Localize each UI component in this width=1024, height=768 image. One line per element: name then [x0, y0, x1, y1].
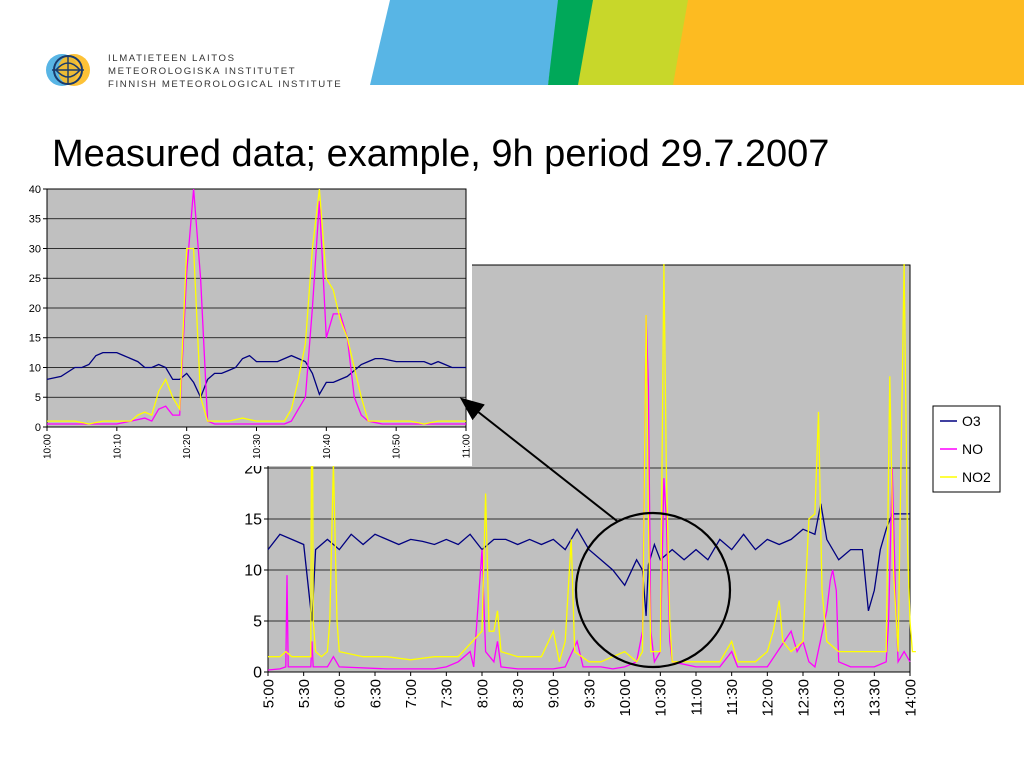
inset-xtick-label: 10:50	[392, 434, 403, 459]
slide-title: Measured data; example, 9h period 29.7.2…	[52, 133, 830, 175]
inset-ytick-label: 10	[29, 362, 41, 374]
inset-ytick-label: 25	[29, 273, 41, 285]
banner-blue-band	[370, 0, 560, 85]
fmi-logo-icon	[46, 54, 90, 86]
inset-series-no	[47, 188, 466, 425]
inset-xtick-label: 10:10	[112, 434, 123, 459]
main-xtick-label: 10:00	[617, 679, 634, 717]
header-banner	[370, 0, 1024, 85]
inset-xtick-label: 10:30	[252, 434, 263, 459]
main-xtick-label: 6:00	[332, 679, 349, 708]
main-xtick-label: 7:00	[403, 679, 420, 708]
org-name-english: FINNISH METEOROLOGICAL INSTITUTE	[108, 79, 343, 90]
main-xtick-label: 12:30	[795, 679, 812, 717]
main-xtick-label: 11:00	[688, 679, 705, 715]
org-name-finnish: ILMATIETEEN LAITOS	[108, 53, 236, 64]
inset-ytick-label: 40	[29, 184, 41, 196]
legend-label-no2: NO2	[962, 469, 991, 485]
main-xtick-label: 8:00	[474, 679, 491, 708]
main-xtick-label: 13:00	[831, 679, 848, 717]
main-xtick-label: 10:30	[653, 679, 670, 717]
main-series-no2	[268, 263, 916, 663]
zoom-arrow	[459, 397, 618, 522]
main-xtick-label: 12:00	[760, 679, 777, 717]
inset-ytick-label: 30	[29, 243, 41, 255]
inset-ytick-label: 20	[29, 303, 41, 315]
main-xtick-label: 8:30	[510, 679, 527, 708]
org-name-swedish: METEOROLOGISKA INSTITUTET	[108, 66, 297, 77]
main-ytick-label: 5	[253, 614, 262, 631]
main-xtick-label: 9:00	[546, 679, 563, 708]
inset-ytick-label: 35	[29, 214, 41, 226]
legend-label-o3: O3	[962, 413, 981, 429]
banner-yellow-band	[673, 0, 1024, 85]
main-xtick-label: 7:30	[439, 679, 456, 708]
main-xtick-label: 14:00	[902, 679, 919, 717]
inset-ytick-label: 5	[35, 392, 41, 404]
inset-xtick-label: 10:40	[322, 434, 333, 459]
main-xtick-label: 5:30	[296, 679, 313, 708]
main-xtick-label: 6:30	[367, 679, 384, 708]
inset-xtick-label: 11:00	[462, 434, 473, 459]
main-xtick-label: 13:30	[867, 679, 884, 717]
inset-series-o3	[46, 351, 466, 399]
main-ytick-label: 10	[244, 563, 262, 580]
main-ytick-label: 0	[253, 665, 262, 682]
inset-xtick-label: 10:00	[43, 434, 54, 459]
banner-lime-band	[578, 0, 690, 85]
main-xtick-label: 9:30	[581, 679, 598, 708]
inset-series-no2	[47, 188, 466, 425]
inset-xtick-label: 10:20	[182, 434, 193, 459]
legend-label-no: NO	[962, 441, 983, 457]
main-xtick-label: 11:30	[724, 679, 741, 715]
main-ytick-label: 15	[244, 512, 262, 529]
zoom-circle	[574, 511, 732, 669]
main-xtick-label: 5:00	[260, 679, 277, 708]
inset-ytick-label: 0	[35, 422, 41, 434]
inset-ytick-label: 15	[29, 333, 41, 345]
